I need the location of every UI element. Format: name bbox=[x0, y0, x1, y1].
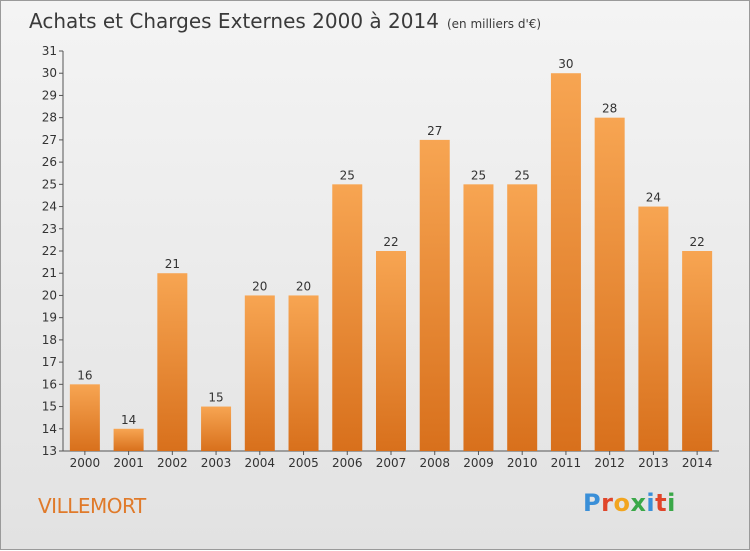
bar-2000 bbox=[69, 384, 100, 451]
bar-2002 bbox=[157, 273, 188, 451]
y-tick-label: 26 bbox=[42, 155, 57, 169]
bar-2014 bbox=[682, 251, 713, 451]
x-tick-label-2000: 2000 bbox=[70, 456, 101, 470]
bar-2003 bbox=[201, 406, 232, 451]
data-label-2006: 25 bbox=[340, 168, 355, 182]
y-tick-label: 15 bbox=[42, 400, 57, 414]
bar-2010 bbox=[507, 184, 538, 452]
data-label-2007: 22 bbox=[383, 235, 398, 249]
x-tick-label-2004: 2004 bbox=[245, 456, 276, 470]
y-tick-label: 21 bbox=[42, 266, 57, 280]
x-tick-label-2005: 2005 bbox=[288, 456, 319, 470]
bar-2009 bbox=[463, 184, 494, 452]
y-tick-label: 20 bbox=[42, 288, 57, 302]
y-tick-label: 29 bbox=[42, 88, 57, 102]
town-name: VILLEMORT bbox=[38, 494, 146, 518]
data-label-2003: 15 bbox=[208, 391, 223, 405]
y-tick-label: 14 bbox=[42, 422, 57, 436]
chart-title-text: Achats et Charges Externes 2000 à 2014 bbox=[29, 9, 439, 33]
y-tick-label: 31 bbox=[42, 44, 57, 58]
y-tick-label: 16 bbox=[42, 377, 57, 391]
y-tick-label: 19 bbox=[42, 311, 57, 325]
bar-2012 bbox=[594, 117, 625, 452]
proxiti-logo: Proxiti bbox=[583, 489, 676, 517]
data-label-2014: 22 bbox=[689, 235, 704, 249]
y-tick-label: 23 bbox=[42, 222, 57, 236]
x-tick-label-2009: 2009 bbox=[463, 456, 494, 470]
chart-unit: (en milliers d'€) bbox=[446, 17, 542, 31]
data-label-2009: 25 bbox=[471, 168, 486, 182]
x-tick-label-2006: 2006 bbox=[332, 456, 363, 470]
x-tick-label-2010: 2010 bbox=[507, 456, 538, 470]
x-tick-label-2007: 2007 bbox=[376, 456, 407, 470]
x-tick-label-2008: 2008 bbox=[419, 456, 450, 470]
bar-2013 bbox=[638, 206, 669, 451]
chart-title: Achats et Charges Externes 2000 à 2014 (e… bbox=[29, 9, 541, 33]
data-label-2005: 20 bbox=[296, 279, 311, 293]
data-label-2011: 30 bbox=[558, 57, 573, 71]
bar-2004 bbox=[244, 295, 275, 451]
data-label-2000: 16 bbox=[77, 368, 92, 382]
data-label-2012: 28 bbox=[602, 102, 617, 116]
y-tick-label: 24 bbox=[42, 200, 57, 214]
x-tick-label-2011: 2011 bbox=[551, 456, 582, 470]
x-tick-label-2014: 2014 bbox=[682, 456, 713, 470]
bar-2008 bbox=[419, 139, 450, 451]
y-tick-label: 17 bbox=[42, 355, 57, 369]
y-tick-label: 28 bbox=[42, 111, 57, 125]
bar-2001 bbox=[113, 428, 144, 451]
x-tick-label-2003: 2003 bbox=[201, 456, 232, 470]
bar-2005 bbox=[288, 295, 319, 451]
x-tick-label-2012: 2012 bbox=[594, 456, 625, 470]
bar-2007 bbox=[376, 251, 406, 451]
y-tick-label: 13 bbox=[42, 444, 57, 458]
data-label-2008: 27 bbox=[427, 124, 442, 138]
data-label-2001: 14 bbox=[121, 413, 136, 427]
y-tick-label: 25 bbox=[42, 177, 57, 191]
x-tick-label-2002: 2002 bbox=[157, 456, 188, 470]
data-label-2013: 24 bbox=[646, 191, 661, 205]
y-tick-label: 22 bbox=[42, 244, 57, 258]
y-tick-label: 27 bbox=[42, 133, 57, 147]
data-label-2004: 20 bbox=[252, 279, 267, 293]
data-label-2002: 21 bbox=[165, 257, 180, 271]
bar-2006 bbox=[332, 184, 363, 452]
data-label-2010: 25 bbox=[515, 168, 530, 182]
x-tick-label-2001: 2001 bbox=[113, 456, 144, 470]
y-tick-label: 18 bbox=[42, 333, 57, 347]
bar-2011 bbox=[550, 73, 581, 451]
y-tick-label: 30 bbox=[42, 66, 57, 80]
x-tick-label-2013: 2013 bbox=[638, 456, 669, 470]
